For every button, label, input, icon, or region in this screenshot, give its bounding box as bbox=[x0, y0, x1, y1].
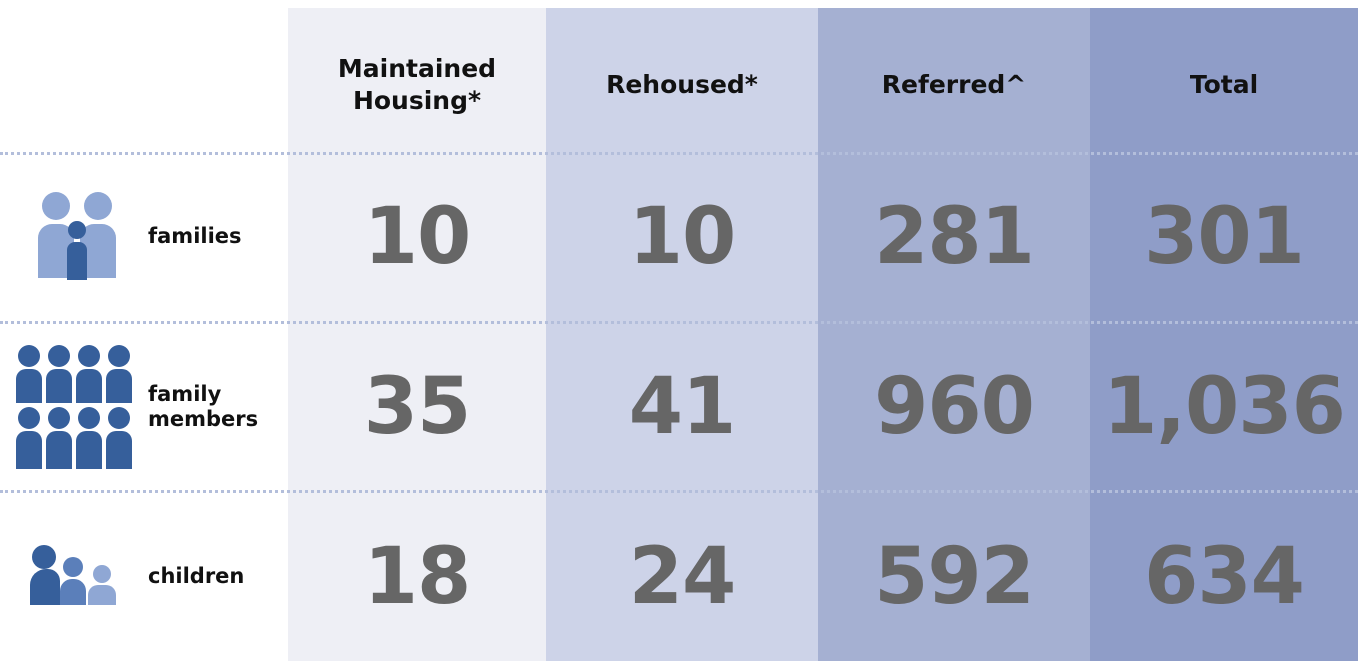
cell-value: 1,036 bbox=[1103, 362, 1346, 452]
column-header: Total bbox=[1189, 70, 1259, 99]
column-header: Rehoused* bbox=[606, 70, 758, 99]
cell-value: 41 bbox=[628, 362, 737, 452]
families-icon bbox=[38, 192, 116, 280]
children-icon bbox=[30, 545, 116, 605]
row-label: children bbox=[148, 564, 245, 588]
column-header: Referred^ bbox=[881, 70, 1027, 99]
cell-value: 18 bbox=[363, 532, 472, 622]
column-bg bbox=[546, 8, 818, 661]
cell-value: 10 bbox=[628, 192, 737, 282]
column-header: Maintained Housing* bbox=[337, 54, 497, 115]
family-members-icon bbox=[16, 345, 132, 469]
row-divider bbox=[0, 321, 1358, 324]
row-divider bbox=[0, 152, 1358, 155]
row-label: family members bbox=[148, 382, 259, 431]
cell-value: 960 bbox=[874, 362, 1035, 452]
cell-value: 634 bbox=[1144, 532, 1305, 622]
cell-value: 24 bbox=[628, 532, 737, 622]
cell-value: 281 bbox=[874, 192, 1035, 282]
column-bg bbox=[1090, 8, 1358, 661]
cell-value: 35 bbox=[363, 362, 472, 452]
cell-value: 10 bbox=[363, 192, 472, 282]
cell-value: 301 bbox=[1144, 192, 1305, 282]
row-label: families bbox=[148, 224, 242, 248]
row-divider bbox=[0, 490, 1358, 493]
cell-value: 592 bbox=[874, 532, 1035, 622]
column-bg bbox=[288, 8, 546, 661]
column-bg bbox=[818, 8, 1090, 661]
